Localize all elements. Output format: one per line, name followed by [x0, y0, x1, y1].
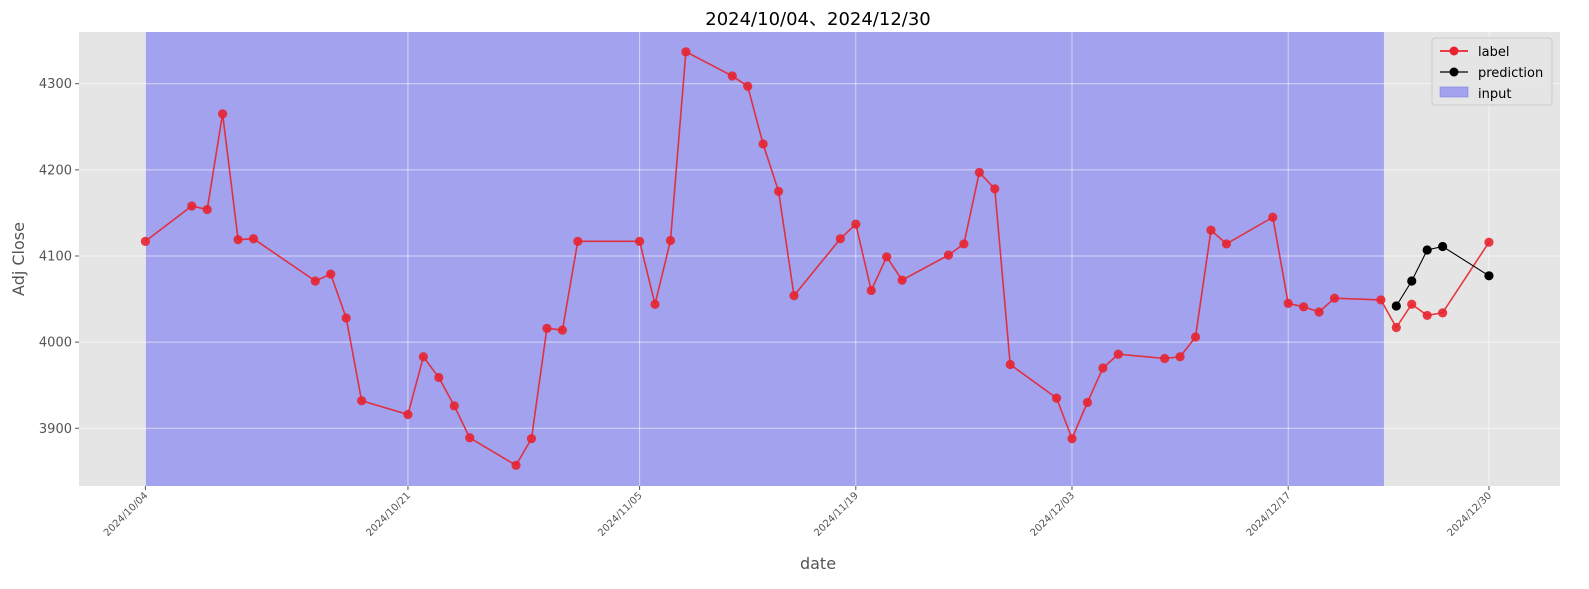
point-prediction: [1407, 276, 1417, 286]
point-label: [1422, 310, 1432, 321]
point-label: [773, 186, 784, 196]
point-label: [1314, 307, 1324, 317]
point-label: [1005, 359, 1015, 370]
x-tick-label: 2024/12/03: [1029, 490, 1078, 539]
point-label: [943, 250, 954, 260]
point-label: [1438, 308, 1448, 318]
point-label: [1160, 353, 1170, 364]
point-label: [526, 434, 537, 444]
point-label: [248, 234, 259, 244]
point-label: [758, 139, 768, 149]
point-label: [434, 372, 444, 383]
point-label: [990, 184, 1000, 194]
point-label: [1113, 349, 1123, 359]
point-label: [1391, 322, 1401, 333]
point-label: [1376, 295, 1386, 305]
point-label: [140, 236, 151, 246]
point-label: [403, 409, 413, 420]
point-label: [974, 167, 984, 178]
y-tick-label: 4000: [39, 336, 72, 351]
legend-prediction-text: prediction: [1478, 66, 1543, 81]
point-label: [187, 201, 197, 211]
point-label: [1051, 393, 1062, 403]
point-label: [959, 239, 969, 249]
point-label: [1268, 212, 1278, 222]
point-label: [1098, 363, 1108, 373]
y-axis-ticks: 3900 4000 4100 4200 4300: [39, 77, 79, 437]
point-label: [665, 235, 676, 246]
series-line-label: [144, 50, 1490, 467]
x-axis-label: date: [800, 554, 836, 573]
point-label: [789, 291, 799, 301]
point-label: [310, 276, 320, 286]
legend: label prediction input: [1431, 37, 1553, 106]
point-prediction: [1422, 245, 1432, 255]
point-prediction: [1484, 271, 1494, 281]
legend-prediction-marker: [1449, 67, 1459, 77]
point-label: [1206, 225, 1216, 235]
point-label: [233, 235, 243, 245]
point-label: [341, 313, 351, 323]
y-tick-label: 4100: [39, 249, 72, 264]
point-label: [218, 109, 228, 119]
chart-title: 2024/10/04、2024/12/30: [705, 9, 931, 30]
point-label: [202, 204, 212, 215]
legend-input-swatch: [1439, 86, 1469, 98]
point-label: [634, 236, 645, 246]
point-label: [1407, 299, 1417, 309]
point-prediction: [1391, 301, 1401, 311]
point-label: [557, 325, 567, 335]
input-span-layer: [145, 32, 1384, 486]
point-label: [1067, 434, 1077, 444]
point-label: [465, 433, 475, 443]
point-label: [1299, 302, 1309, 312]
point-label: [542, 323, 552, 333]
y-tick-label: 3900: [39, 422, 72, 437]
x-tick-label: 2024/12/30: [1446, 490, 1495, 539]
point-label: [1283, 298, 1293, 308]
x-axis-ticks: 2024/10/04 2024/10/21 2024/11/05 2024/11/19…: [102, 486, 1494, 539]
point-label: [357, 396, 367, 406]
point-label: [681, 47, 691, 57]
point-label: [1190, 332, 1201, 342]
x-tick-label: 2024/11/05: [596, 490, 645, 539]
x-tick-label: 2024/11/19: [812, 490, 861, 539]
point-label: [1329, 293, 1340, 303]
y-tick-label: 4300: [39, 77, 72, 92]
series-prediction: [1391, 241, 1494, 311]
series-layer: [140, 47, 1494, 470]
point-label: [866, 285, 876, 296]
point-label: [851, 219, 861, 229]
point-label: [326, 269, 336, 279]
y-tick-label: 4200: [39, 163, 72, 178]
y-axis-label: Adj Close: [9, 222, 28, 296]
legend-label-marker: [1449, 46, 1459, 56]
legend-input-text: input: [1478, 87, 1511, 102]
input-span: [145, 32, 1384, 486]
point-label: [650, 299, 660, 309]
series-label: [140, 47, 1494, 470]
x-tick-label: 2024/10/04: [102, 490, 151, 539]
point-label: [743, 81, 753, 91]
point-label: [882, 252, 892, 262]
point-label: [835, 234, 845, 244]
point-label: [727, 71, 737, 81]
point-label: [511, 460, 521, 470]
point-label: [1484, 237, 1494, 247]
point-label: [418, 352, 428, 362]
point-label: [1175, 352, 1185, 362]
point-label: [449, 401, 459, 411]
grid-layer: [79, 32, 1560, 486]
point-label: [1221, 239, 1232, 249]
point-label: [897, 275, 907, 285]
point-label: [1082, 397, 1093, 408]
x-tick-label: 2024/12/17: [1245, 490, 1294, 539]
legend-label-text: label: [1478, 45, 1509, 60]
x-tick-label: 2024/10/21: [365, 490, 414, 539]
point-prediction: [1438, 241, 1448, 252]
point-label: [573, 236, 583, 246]
